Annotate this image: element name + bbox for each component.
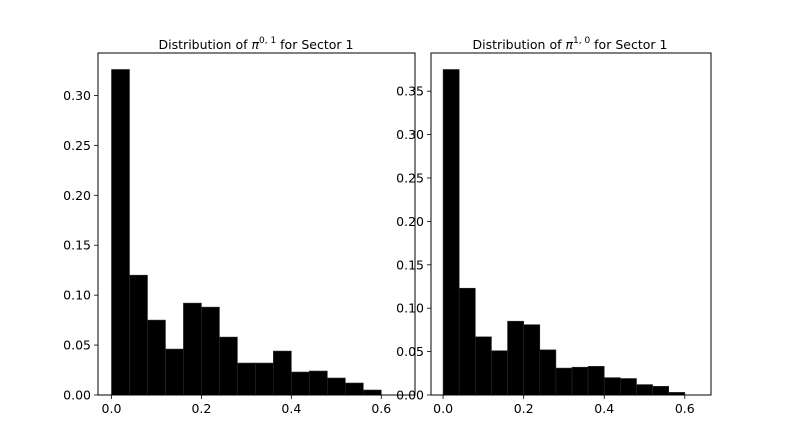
- x-tick-label: 0.6: [675, 401, 695, 416]
- histogram-bar: [523, 324, 541, 396]
- y-axis-ticks: 0.00 0.05 0.10 0.15 0.20 0.25 0.30: [63, 88, 98, 403]
- x-tick-label: 0.0: [433, 401, 453, 416]
- histogram-bar: [458, 287, 476, 396]
- histogram-bar: [587, 366, 605, 396]
- histogram-bar: [620, 378, 637, 396]
- y-tick-label: 0.25: [396, 170, 424, 185]
- histogram-bar: [309, 370, 328, 396]
- y-tick-label: 0.15: [396, 257, 424, 272]
- histogram-bar: [219, 336, 238, 396]
- y-tick-label: 0.30: [63, 88, 91, 103]
- histogram-bar: [603, 377, 621, 396]
- histogram-bar: [555, 367, 573, 396]
- histogram-bar: [344, 382, 364, 396]
- histogram-bar: [237, 362, 256, 396]
- bars: [111, 69, 382, 396]
- histogram-bar: [183, 302, 202, 396]
- histogram-bar: [475, 336, 492, 396]
- y-tick-label: 0.15: [63, 238, 91, 253]
- y-tick-label: 0.25: [63, 138, 91, 153]
- y-tick-label: 0.20: [63, 188, 91, 203]
- histogram-bar: [111, 69, 130, 396]
- y-tick-label: 0.20: [396, 214, 424, 229]
- histogram-bar: [273, 350, 292, 396]
- y-tick-label: 0.35: [396, 84, 424, 99]
- histogram-bar: [539, 349, 557, 396]
- histogram-bar: [147, 319, 166, 396]
- plot-frame: [430, 52, 712, 396]
- y-tick-label: 0.30: [396, 127, 424, 142]
- histogram-bar: [201, 306, 220, 396]
- histogram-bar: [129, 274, 148, 396]
- histogram-bar: [636, 384, 653, 396]
- x-tick-label: 0.4: [594, 401, 614, 416]
- y-tick-label: 0.00: [63, 388, 91, 403]
- plot-frame: [97, 52, 416, 396]
- y-tick-label: 0.05: [396, 344, 424, 359]
- x-tick-label: 0.2: [191, 401, 211, 416]
- histogram-bar: [442, 69, 460, 396]
- y-tick-label: 0.10: [63, 288, 91, 303]
- x-tick-label: 0.4: [281, 401, 301, 416]
- x-axis-ticks: 0.0 0.2 0.4 0.6: [102, 395, 391, 416]
- chart-title: Distribution of π0, 1 for Sector 1: [159, 36, 354, 52]
- bars: [442, 69, 686, 396]
- x-tick-label: 0.2: [514, 401, 534, 416]
- chart-title: Distribution of π1, 0 for Sector 1: [473, 36, 668, 52]
- y-tick-label: 0.05: [63, 338, 91, 353]
- y-tick-label: 0.10: [396, 301, 424, 316]
- histogram-bar: [571, 366, 589, 396]
- chart-right: Distribution of π1, 0 for Sector 1 0.000…: [396, 36, 712, 416]
- histogram-bar: [255, 362, 274, 396]
- histogram-bar: [165, 348, 184, 396]
- x-tick-label: 0.6: [371, 401, 391, 416]
- x-axis-ticks: 0.0 0.2 0.4 0.6: [433, 395, 695, 416]
- histogram-bar: [362, 389, 382, 396]
- histogram-bar: [507, 320, 524, 396]
- histogram-bar: [491, 350, 508, 396]
- y-tick-label: 0.00: [396, 388, 424, 403]
- histogram-bar: [327, 377, 346, 396]
- histogram-bar: [652, 386, 670, 396]
- y-axis-ticks: 0.00 0.05 0.10 0.15 0.20 0.25 0.30 0.35: [396, 84, 431, 403]
- histogram-bar: [291, 371, 310, 396]
- chart-left: Distribution of π0, 1 for Sector 1 0.000…: [63, 36, 416, 416]
- x-tick-label: 0.0: [102, 401, 122, 416]
